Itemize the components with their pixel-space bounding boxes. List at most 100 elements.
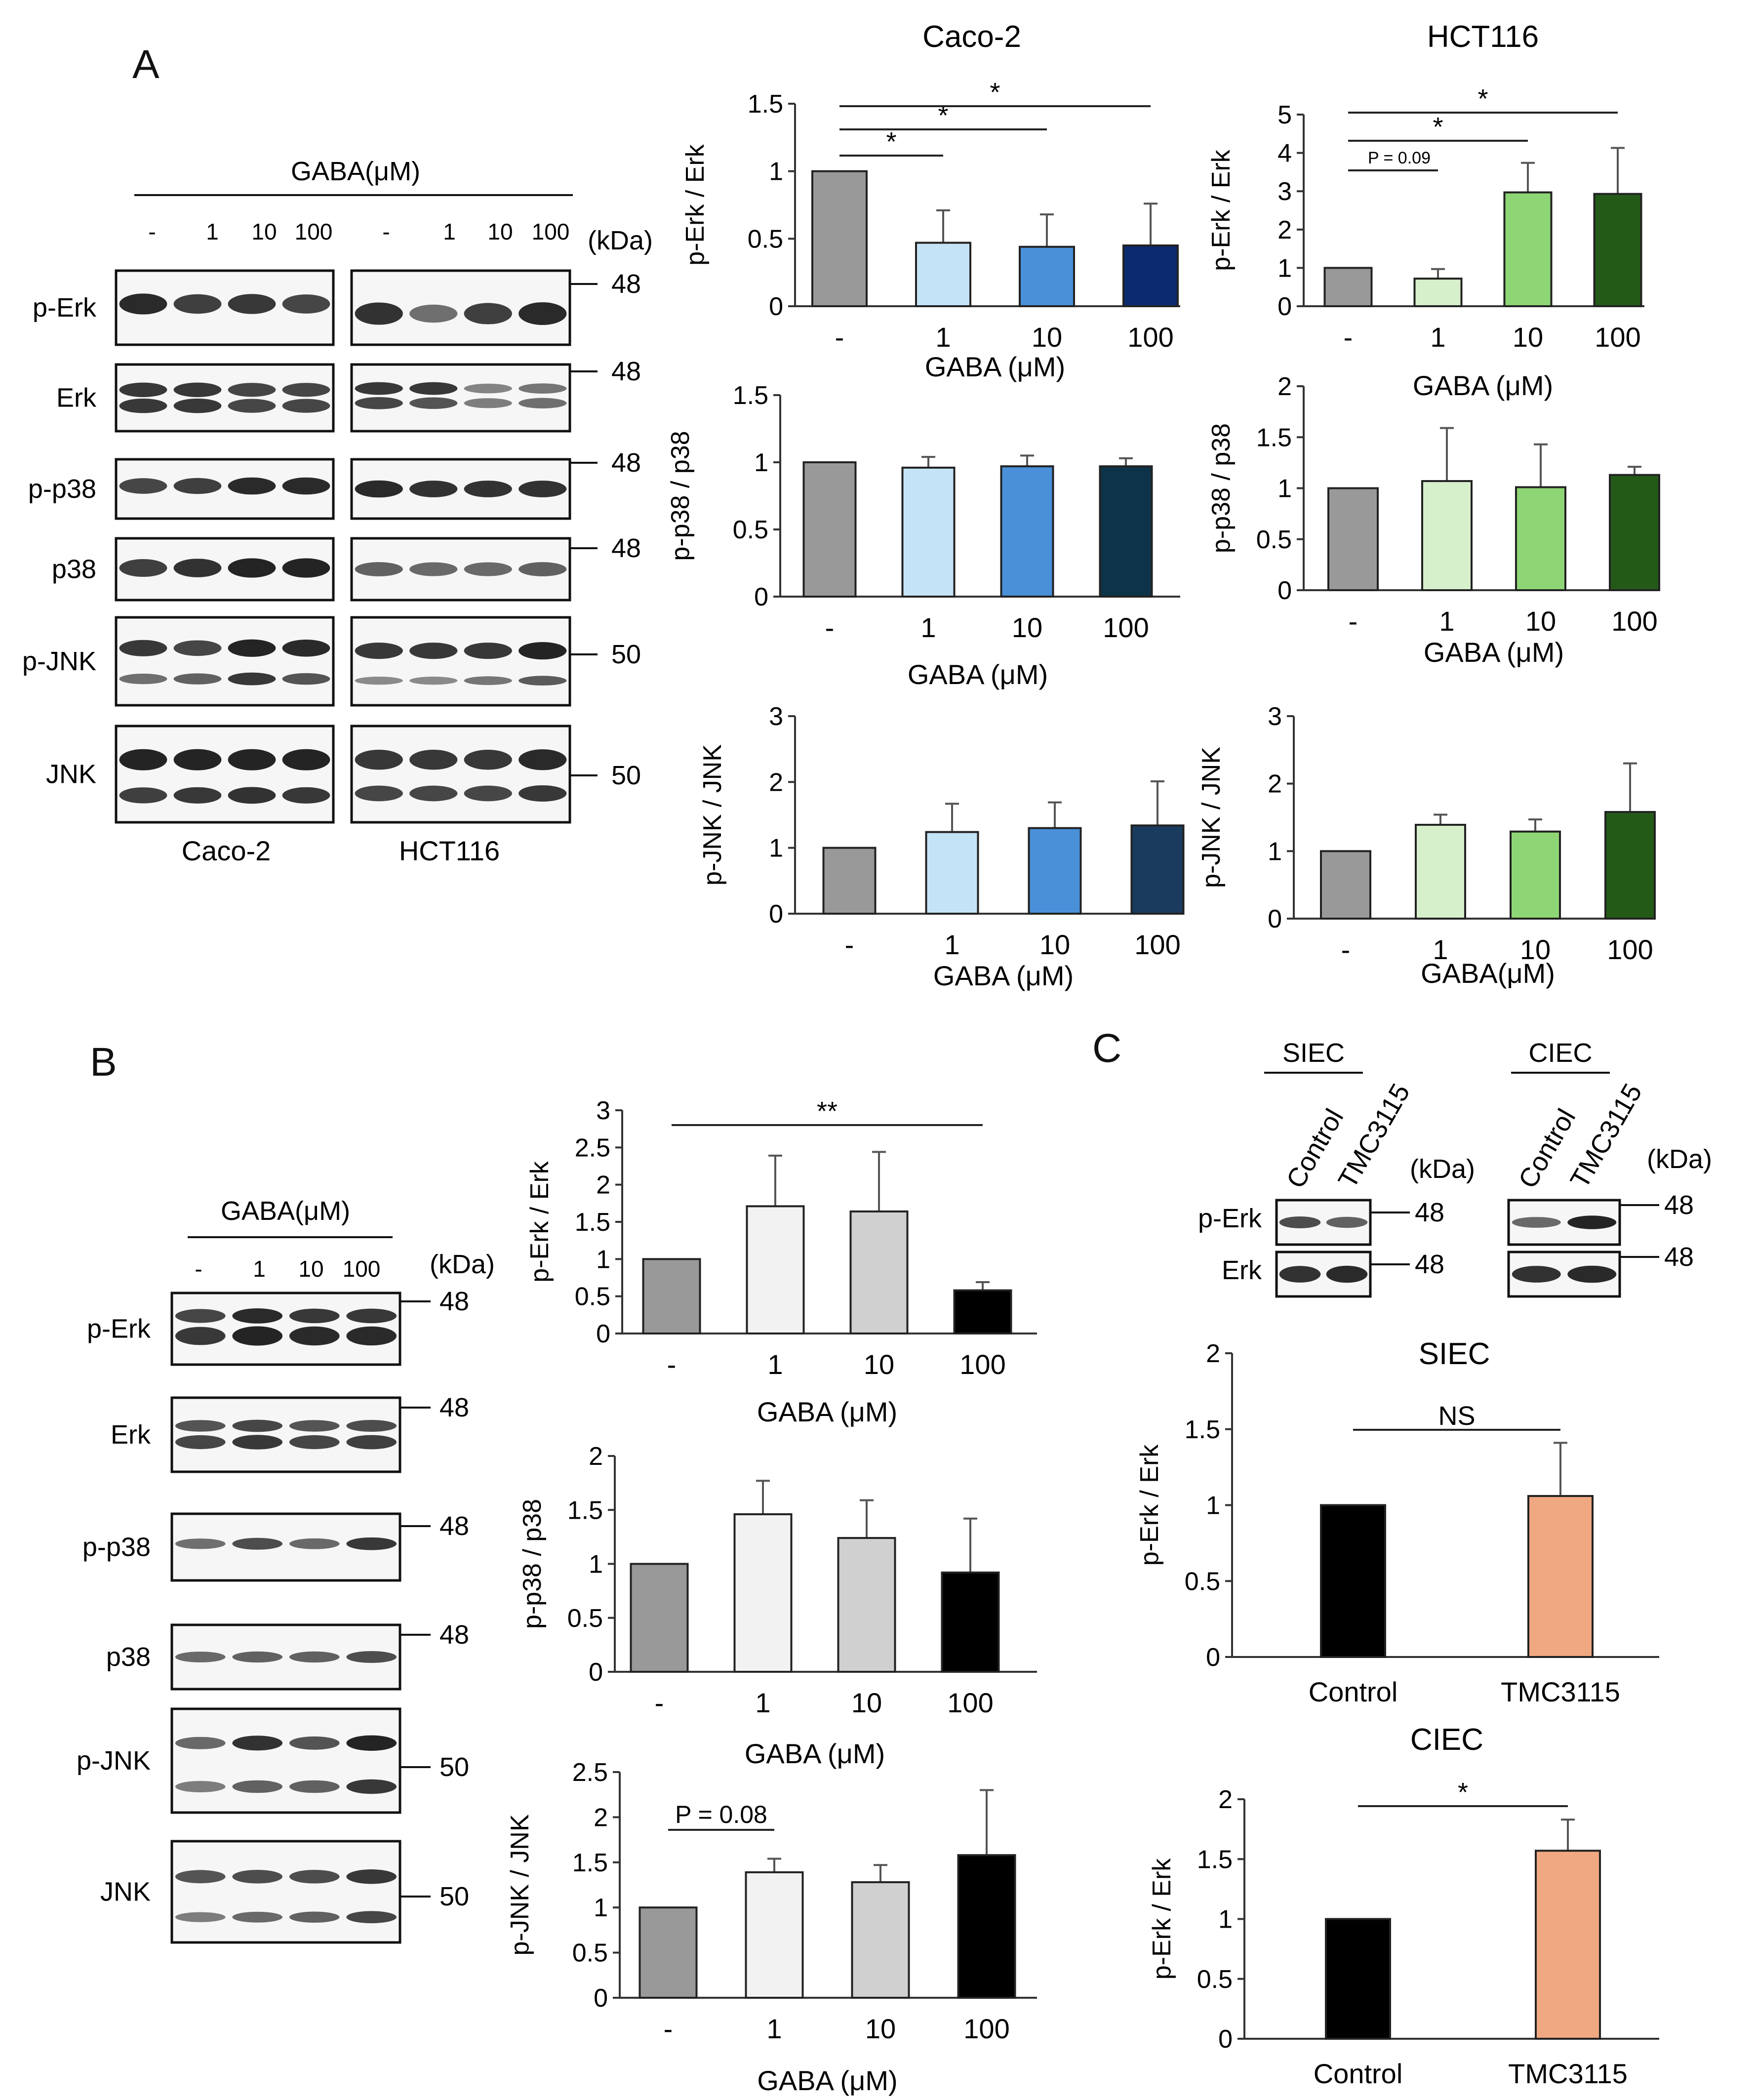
y-tick-label: 2 (594, 1803, 608, 1832)
significance-label: * (1477, 84, 1488, 114)
y-tick-label: 5 (1277, 101, 1292, 129)
band (232, 1780, 282, 1793)
band (232, 1736, 282, 1750)
bar-2 (746, 1872, 803, 1998)
y-axis-label: p-Erk / Erk (525, 1161, 554, 1283)
band (289, 1737, 340, 1750)
blot-group-label: SIEC (1282, 1038, 1345, 1068)
figure-canvas: A B C GABA(μM)- 1 10 100-1 10 100 (kDa)p-Erk48… (0, 0, 1756, 2100)
kda-value: 48 (439, 1393, 469, 1422)
kda-value: 50 (439, 1882, 469, 1911)
blot-row-label: p-Erk (87, 1314, 151, 1344)
band (1567, 1215, 1616, 1229)
lane-label: 100 (343, 1256, 381, 1282)
bar-2 (916, 243, 970, 306)
x-tick-label: 10 (1513, 322, 1543, 353)
chart-b2: 00.511.52p-p38 / p38- 1 10 100GABA (μM) (518, 1442, 1037, 1769)
bar-3 (1516, 487, 1565, 590)
bar-1 (812, 171, 867, 306)
band (464, 643, 512, 659)
y-tick-label: 1 (769, 158, 783, 186)
band (346, 1911, 397, 1923)
band (174, 294, 222, 314)
blot-row-label: p-Erk (33, 293, 97, 323)
bar-3 (852, 1882, 909, 1998)
bar-2 (1422, 481, 1472, 590)
x-tick-label: 10 (1012, 612, 1042, 643)
band (346, 1309, 397, 1323)
bar-4 (942, 1573, 999, 1672)
y-tick-label: 3 (1268, 702, 1282, 731)
lane-label: TMC3115 (1332, 1079, 1416, 1193)
y-tick-label: 2 (1268, 770, 1282, 799)
bar-2 (903, 468, 955, 597)
bar-1 (1321, 1505, 1385, 1657)
blot-box (116, 617, 333, 705)
y-axis-label: p-Erk / Erk (1135, 1444, 1164, 1566)
bar-4 (1132, 825, 1184, 914)
blot-group-label: CIEC (1528, 1038, 1592, 1068)
y-tick-label: 2 (1206, 1339, 1220, 1368)
bar-4 (1595, 194, 1641, 306)
band (228, 749, 276, 770)
significance-label: * (1458, 1777, 1468, 1807)
kda-value: 48 (611, 269, 641, 299)
y-tick-label: 1.5 (572, 1849, 608, 1877)
band (464, 481, 512, 497)
x-tick-label: 100 (959, 1349, 1005, 1380)
y-axis-label: p-p38 / p38 (1207, 423, 1236, 553)
x-tick-label: 10 (1039, 929, 1070, 960)
band (346, 1869, 397, 1884)
chart-a6: 0123p-JNK / JNK- 1 10 100GABA(μM) (1197, 702, 1655, 989)
bar-2 (926, 832, 978, 914)
band (120, 383, 167, 397)
y-axis-label: p-Erk / Erk (681, 144, 710, 266)
band (409, 643, 457, 659)
band (282, 383, 330, 397)
y-tick-label: 0 (769, 900, 783, 929)
band (519, 749, 566, 770)
band (228, 673, 276, 686)
band (120, 674, 167, 684)
x-tick-label: 10 (865, 2013, 896, 2044)
chart-title: SIEC (1419, 1337, 1490, 1371)
band (120, 399, 167, 413)
band (409, 398, 457, 409)
y-tick-label: 0.5 (1256, 525, 1292, 554)
band (519, 785, 566, 802)
band (282, 673, 330, 685)
band (519, 642, 566, 659)
x-tick-label: 1 (944, 929, 959, 960)
panel-label-c: C (1092, 1026, 1121, 1071)
kda-value: 48 (1415, 1198, 1444, 1227)
bar-1 (640, 1907, 697, 1998)
blot-row-label: p-p38 (82, 1533, 151, 1562)
bar-2 (735, 1514, 792, 1672)
kda-label: (kDa) (588, 226, 653, 255)
x-axis-label: GABA (μM) (757, 2065, 897, 2096)
y-tick-label: 0 (754, 583, 768, 611)
bar-2 (1536, 1851, 1600, 2039)
x-tick-label: - (845, 929, 854, 960)
y-tick-label: 1.5 (1197, 1845, 1233, 1874)
x-tick-label: - (655, 1687, 664, 1718)
band (1512, 1266, 1561, 1283)
x-tick-label: 10 (1032, 322, 1062, 353)
band (1279, 1216, 1321, 1228)
y-axis-label: p-JNK / JNK (698, 744, 727, 886)
kda-value: 48 (611, 448, 641, 478)
blot-row-label: Erk (56, 383, 97, 413)
x-tick-label: Control (1309, 1676, 1398, 1707)
x-tick-label: TMC3115 (1501, 1676, 1620, 1707)
band (464, 786, 512, 802)
band (282, 294, 330, 314)
band (175, 1781, 226, 1792)
band (120, 478, 167, 494)
significance-label: P = 0.09 (1368, 149, 1431, 167)
lane-label: 1 (443, 219, 456, 244)
y-tick-label: 2.5 (575, 1133, 610, 1162)
y-tick-label: 2 (1218, 1785, 1233, 1814)
kda-label: (kDa) (1647, 1144, 1712, 1174)
band (355, 302, 403, 324)
x-tick-label: 100 (1607, 934, 1653, 965)
